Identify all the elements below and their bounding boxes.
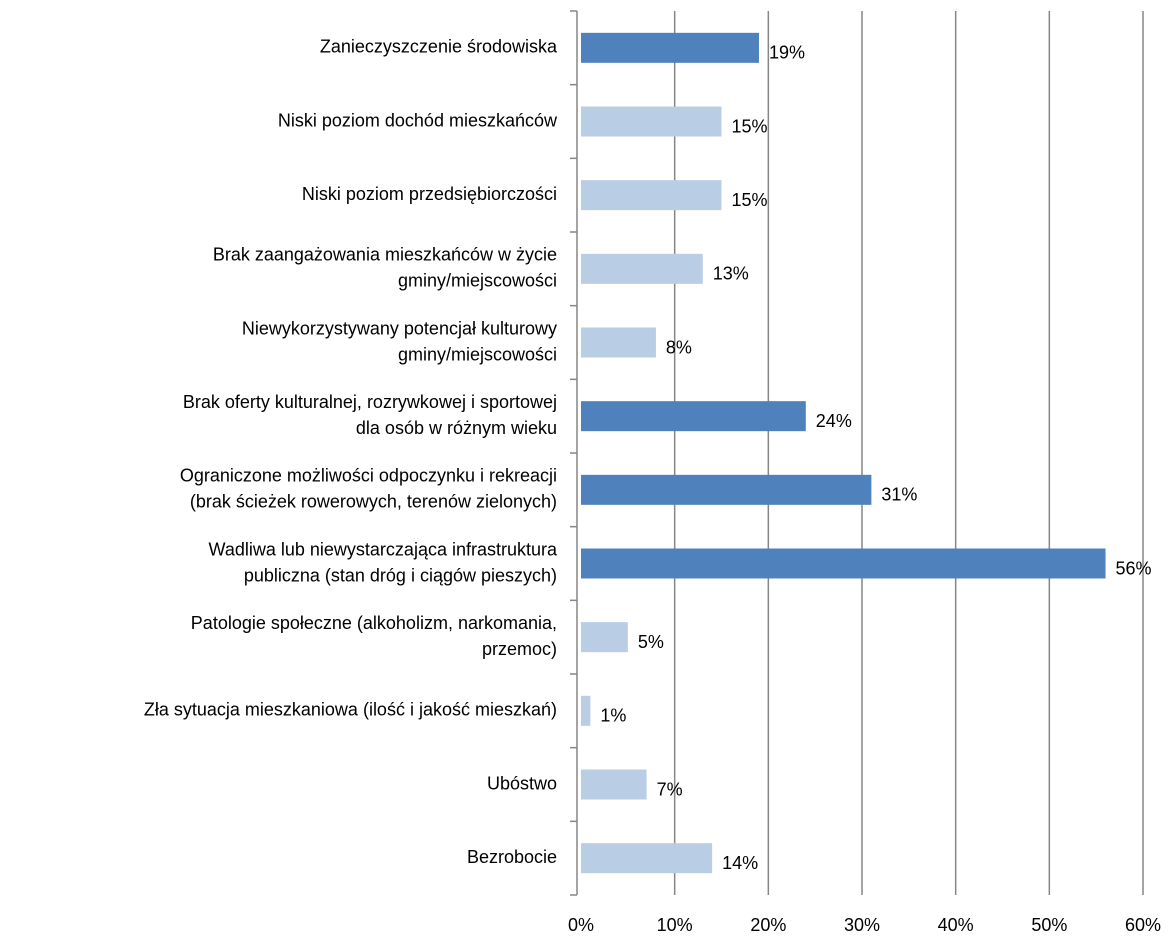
y-tick-label: gminy/miejscowości <box>398 344 557 364</box>
x-tick-label: 30% <box>844 915 880 935</box>
bar <box>581 474 872 505</box>
y-tick-label: publiczna (stan dróg i ciągów pieszych) <box>244 565 557 585</box>
bar <box>581 843 713 874</box>
y-tick-label: Niski poziom dochód mieszkańców <box>278 110 558 130</box>
data-label: 19% <box>769 43 805 63</box>
bar <box>581 327 656 358</box>
data-label: 7% <box>657 779 683 799</box>
y-tick-label: Zanieczyszczenie środowiska <box>320 37 558 57</box>
bar <box>581 622 628 653</box>
y-tick-label: Bezrobocie <box>467 847 557 867</box>
data-label: 31% <box>881 485 917 505</box>
y-tick-label: Brak zaangażowania mieszkańców w życie <box>213 245 557 265</box>
data-label: 5% <box>638 632 664 652</box>
x-tick-label: 0% <box>568 915 594 935</box>
bar <box>581 180 722 211</box>
y-tick-label: dla osób w różnym wieku <box>356 418 557 438</box>
y-tick-label: Patologie społeczne (alkoholizm, narkoma… <box>191 613 557 633</box>
data-label: 15% <box>732 116 768 136</box>
y-tick-label: Ubóstwo <box>487 773 557 793</box>
x-tick-label: 40% <box>938 915 974 935</box>
data-label: 14% <box>722 853 758 873</box>
data-label: 1% <box>600 706 626 726</box>
y-tick-label: Wadliwa lub niewystarczająca infrastrukt… <box>209 539 558 559</box>
data-label: 8% <box>666 337 692 357</box>
data-label: 24% <box>816 411 852 431</box>
y-tick-label: (brak ścieżek rowerowych, terenów zielon… <box>190 492 557 512</box>
data-label: 13% <box>713 264 749 284</box>
bar <box>581 769 647 800</box>
y-tick-label: przemoc) <box>482 639 557 659</box>
data-label: 56% <box>1116 558 1152 578</box>
bar <box>581 401 806 432</box>
bar <box>581 253 703 284</box>
y-tick-label: Niski poziom przedsiębiorczości <box>302 184 557 204</box>
y-tick-label: Ograniczone możliwości odpoczynku i rekr… <box>180 466 557 486</box>
x-tick-label: 10% <box>657 915 693 935</box>
y-tick-label: Niewykorzystywany potencjał kulturowy <box>242 318 557 338</box>
y-tick-label: Brak oferty kulturalnej, rozrywkowej i s… <box>183 392 557 412</box>
bar <box>581 548 1106 579</box>
x-tick-label: 60% <box>1125 915 1161 935</box>
x-tick-label: 20% <box>750 915 786 935</box>
bar <box>581 106 722 137</box>
data-label: 15% <box>732 190 768 210</box>
y-tick-label: Zła sytuacja mieszkaniowa (ilość i jakoś… <box>144 700 557 720</box>
y-tick-label: gminy/miejscowości <box>398 271 557 291</box>
bar <box>581 695 591 726</box>
x-tick-label: 50% <box>1031 915 1067 935</box>
bar <box>581 32 759 63</box>
